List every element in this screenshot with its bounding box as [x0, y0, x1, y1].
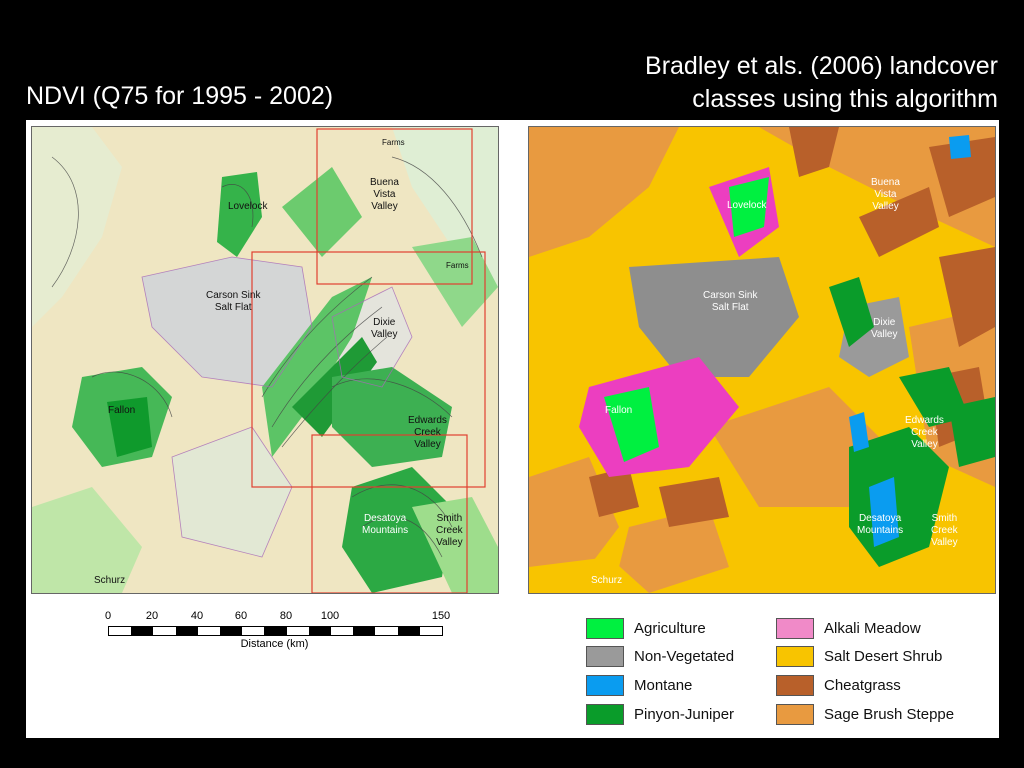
landcover-map: Lovelock Buena Vista Valley Carson Sink Sal… [528, 126, 996, 594]
ndvi-label-lovelock: Lovelock [228, 201, 268, 212]
landcover-map-title: Bradley et als. (2006) landcover classes… [645, 50, 998, 116]
legend-label: Cheatgrass [824, 676, 901, 694]
scale-tick-20: 20 [145, 610, 159, 622]
ndvi-label-buena-vista: Buena Vista Valley [370, 177, 399, 212]
scale-tick-0: 0 [104, 610, 112, 622]
landcover-label-carson-sink: Carson Sink Salt Flat [703, 290, 758, 313]
ndvi-label-smith-creek: Smith Creek Valley [436, 513, 463, 548]
legend-swatch [776, 645, 814, 667]
landcover-label-fallon: Fallon [605, 405, 633, 416]
legend-swatch [586, 703, 624, 725]
ndvi-label-farms-north: Farms [382, 138, 405, 147]
landcover-map-graphic [529, 127, 995, 593]
landcover-label-buena-vista: Buena Vista Valley [871, 177, 900, 212]
scale-tick-80: 80 [279, 610, 293, 622]
legend-label: Pinyon-Juniper [634, 705, 735, 723]
ndvi-map: Farms Lovelock Buena Vista Valley Farms Ca… [31, 126, 499, 594]
ndvi-label-desatoya: Desatoya Mountains [362, 513, 409, 536]
landcover-label-desatoya: Desatoya Mountains [857, 513, 904, 536]
legend-item-sage-brush-steppe: Sage Brush Steppe [776, 703, 954, 725]
ndvi-label-farms-east: Farms [446, 261, 469, 270]
ndvi-label-fallon: Fallon [108, 405, 136, 416]
scale-caption: Distance (km) [240, 638, 309, 650]
scale-tick-40: 40 [190, 610, 204, 622]
ndvi-map-title: NDVI (Q75 for 1995 - 2002) [26, 82, 334, 110]
legend-label: Non-Vegetated [634, 647, 735, 665]
legend-swatch [776, 617, 814, 639]
legend-label: Sage Brush Steppe [824, 705, 955, 723]
landcover-title-line2: classes using this algorithm [692, 85, 998, 113]
legend-label: Salt Desert Shrub [824, 647, 943, 665]
legend-item-cheatgrass: Cheatgrass [776, 674, 901, 696]
figure-panel: Farms Lovelock Buena Vista Valley Farms Ca… [26, 120, 999, 738]
scale-tick-100: 100 [320, 610, 340, 622]
landcover-label-schurz: Schurz [591, 575, 623, 586]
distance-scale-bar: 0 20 40 60 80 100 150 Distance (km) [104, 610, 451, 660]
landcover-title-line1: Bradley et als. (2006) landcover [645, 52, 998, 80]
scale-tick-60: 60 [234, 610, 248, 622]
ndvi-label-edwards-creek: Edwards Creek Valley [408, 415, 447, 450]
landcover-label-lovelock: Lovelock [727, 200, 767, 211]
ndvi-map-graphic [32, 127, 498, 593]
legend-label: Alkali Meadow [824, 619, 921, 637]
scale-tick-150: 150 [431, 610, 451, 622]
legend-item-non-vegetated: Non-Vegetated [586, 645, 734, 667]
landcover-label-smith-creek: Smith Creek Valley [931, 513, 958, 548]
legend-swatch [586, 617, 624, 639]
ndvi-label-carson-sink: Carson Sink Salt Flat [206, 290, 261, 313]
landcover-label-dixie-valley: Dixie Valley [871, 317, 898, 340]
scale-bar-segments [108, 626, 443, 636]
legend-swatch [586, 645, 624, 667]
legend-label: Agriculture [634, 619, 706, 637]
legend-swatch [776, 703, 814, 725]
legend-item-salt-desert-shrub: Salt Desert Shrub [776, 645, 942, 667]
legend-swatch [586, 674, 624, 696]
ndvi-label-schurz: Schurz [94, 575, 126, 586]
legend-label: Montane [634, 676, 693, 694]
legend-swatch [776, 674, 814, 696]
legend-item-montane: Montane [586, 674, 692, 696]
landcover-legend: Agriculture Non-Vegetated Montane Pinyon… [586, 617, 1006, 737]
legend-item-pinyon-juniper: Pinyon-Juniper [586, 703, 734, 725]
legend-item-alkali-meadow: Alkali Meadow [776, 617, 921, 639]
legend-item-agriculture: Agriculture [586, 617, 706, 639]
landcover-label-edwards-creek: Edwards Creek Valley [905, 415, 944, 450]
ndvi-label-dixie-valley: Dixie Valley [371, 317, 398, 340]
